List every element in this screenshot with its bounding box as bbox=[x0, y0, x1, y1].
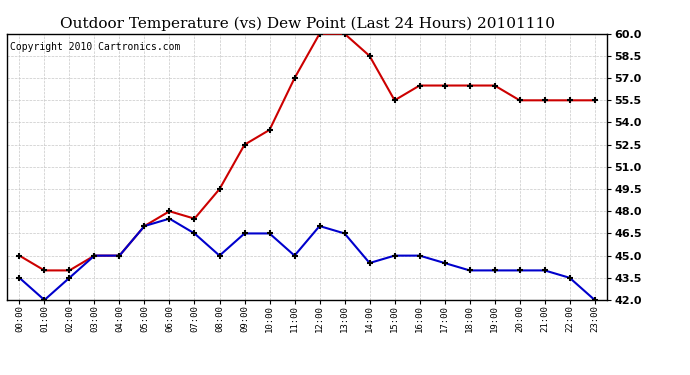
Text: Copyright 2010 Cartronics.com: Copyright 2010 Cartronics.com bbox=[10, 42, 180, 52]
Title: Outdoor Temperature (vs) Dew Point (Last 24 Hours) 20101110: Outdoor Temperature (vs) Dew Point (Last… bbox=[59, 17, 555, 31]
